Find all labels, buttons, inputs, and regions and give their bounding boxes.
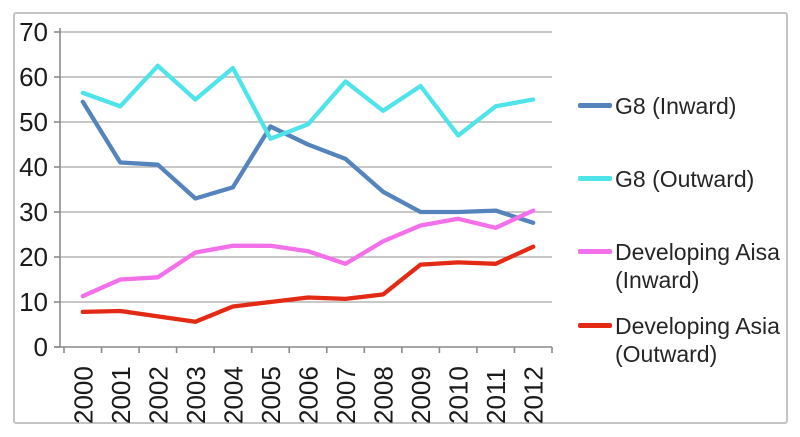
legend-swatch-2 xyxy=(578,249,612,254)
x-tick-label-2007: 2007 xyxy=(331,366,361,424)
x-tick-label-2003: 2003 xyxy=(181,366,211,424)
y-tick-label-10: 10 xyxy=(19,287,48,317)
legend-item-0: G8 (Inward) xyxy=(578,92,736,120)
series-line-1 xyxy=(80,63,536,141)
y-tick-label-20: 20 xyxy=(19,242,48,272)
x-tick-label-2012: 2012 xyxy=(519,366,549,424)
y-tick-label-30: 30 xyxy=(19,197,48,227)
x-tick-label-2004: 2004 xyxy=(218,366,248,424)
legend: G8 (Inward) G8 (Outward) Developing Aisa (I… xyxy=(578,0,790,437)
series-line-3 xyxy=(80,244,536,324)
x-tick-label-2009: 2009 xyxy=(406,366,436,424)
series-line-2 xyxy=(80,208,536,299)
legend-label-1: G8 (Outward) xyxy=(615,166,755,192)
y-tick-label-50: 50 xyxy=(19,107,48,137)
x-tick-label-2005: 2005 xyxy=(256,366,286,424)
y-tick-label-60: 60 xyxy=(19,62,48,92)
y-tick-label-40: 40 xyxy=(19,152,48,182)
legend-item-3: Developing Asia (Outward) xyxy=(578,312,780,368)
y-tick-label-0: 0 xyxy=(34,332,48,362)
legend-label-3: Developing Asia (Outward) xyxy=(615,313,780,367)
legend-swatch-3 xyxy=(578,323,612,328)
legend-item-2: Developing Aisa (Inward) xyxy=(578,238,780,294)
x-tick-label-2010: 2010 xyxy=(444,366,474,424)
x-tick-label-2011: 2011 xyxy=(481,368,511,424)
legend-label-2: Developing Aisa (Inward) xyxy=(615,239,780,293)
legend-label-0: G8 (Inward) xyxy=(615,93,737,119)
series-line-0 xyxy=(80,99,536,225)
legend-swatch-1 xyxy=(578,176,612,181)
x-tick-label-2000: 2000 xyxy=(68,366,98,424)
x-tick-label-2006: 2006 xyxy=(294,366,324,424)
y-tick-label-70: 70 xyxy=(19,17,48,47)
x-tick-label-2001: 2001 xyxy=(106,366,136,424)
x-tick-label-2008: 2008 xyxy=(369,366,399,424)
legend-item-1: G8 (Outward) xyxy=(578,165,754,193)
legend-swatch-0 xyxy=(578,103,612,108)
x-tick-label-2002: 2002 xyxy=(143,366,173,424)
